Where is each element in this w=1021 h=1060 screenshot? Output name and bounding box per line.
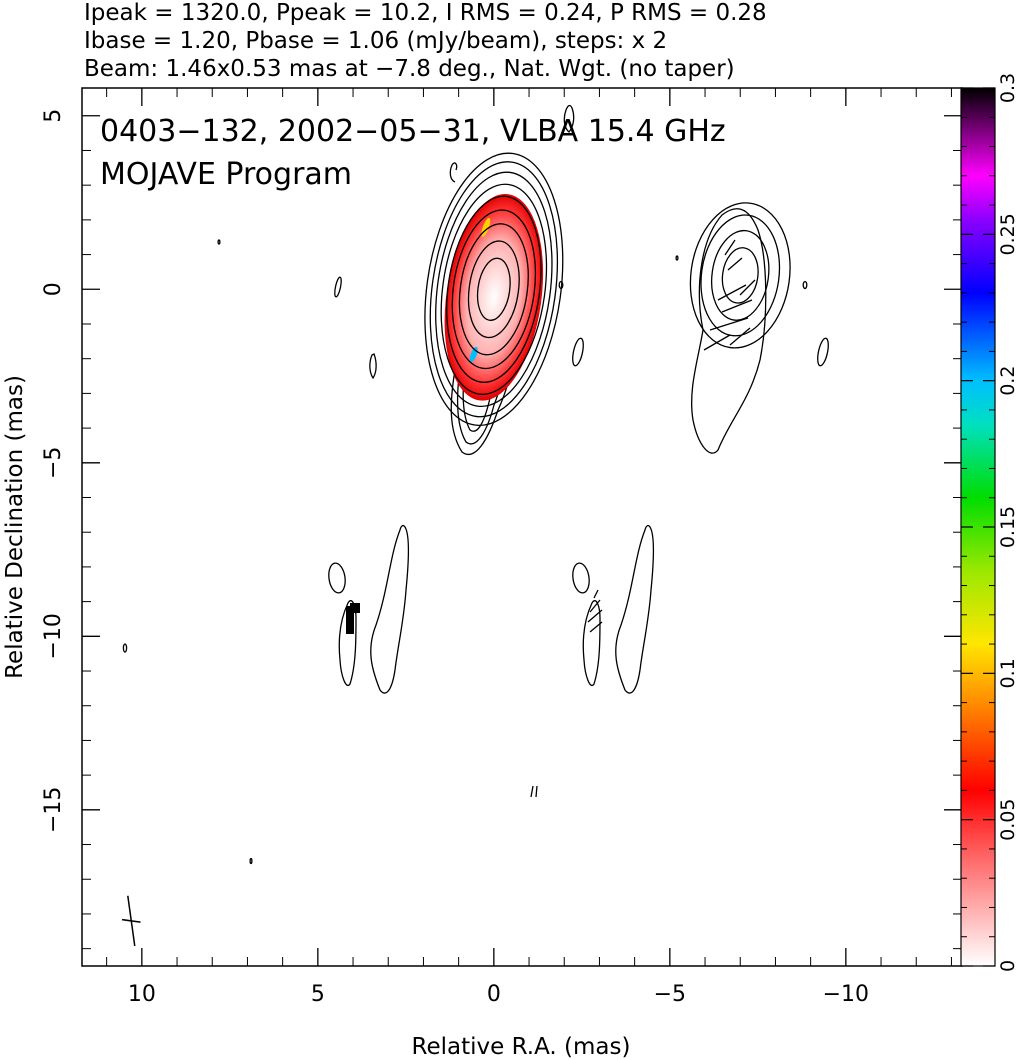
lower-right-blob [572, 562, 590, 594]
cb-tick-label: 0.15 [997, 506, 1019, 548]
beam-minor-axis [121, 918, 141, 923]
core-contour-level [435, 171, 553, 408]
blob-right-2 [817, 337, 829, 367]
lower-right-pol-vectors [587, 589, 603, 633]
pol-contour-level [721, 247, 759, 304]
program-label: MOJAVE Program [100, 157, 352, 192]
y-axis: 5 0 −5 −10 −15 [41, 109, 962, 950]
artifact-curl [449, 162, 458, 183]
pol-fill-core [444, 194, 544, 401]
artifact-top [563, 104, 575, 133]
pol-contour-level [689, 202, 791, 349]
blob-right-1 [802, 280, 808, 290]
lower-left-blob [328, 562, 346, 594]
beam-marker [121, 895, 141, 947]
x-axis: 10 5 0 −5 −10 [106, 88, 952, 1007]
core-contours [424, 152, 564, 426]
blob-bottom [530, 785, 538, 798]
dot-4 [249, 857, 253, 865]
pol-contour-level [711, 229, 770, 321]
header-line-3: Beam: 1.46x0.53 mas at −7.8 deg., Nat. W… [84, 56, 735, 82]
core-contour-level [446, 195, 542, 383]
dot-3 [122, 643, 128, 653]
x-tick-label: 0 [487, 982, 501, 1007]
cb-tick-label: 0.3 [997, 73, 1019, 103]
blob-left-2 [369, 353, 377, 380]
pol-outer-contour [690, 208, 767, 454]
cb-tick-label: 0.05 [997, 799, 1019, 841]
core-contour-level [467, 240, 520, 339]
source-label: 0403−132, 2002−05−31, VLBA 15.4 GHz [100, 114, 726, 149]
cb-tick-label: 0 [997, 960, 1019, 972]
pol-contour-level [700, 214, 781, 337]
pol-fill-small-top [350, 603, 360, 613]
x-tick-label: −5 [654, 982, 686, 1007]
pol-fill-small [346, 606, 354, 634]
y-tick-label: −15 [41, 787, 66, 833]
x-tick-label: −10 [823, 982, 869, 1007]
core-contour-level [476, 257, 511, 321]
colorbar-axis: 0 0.05 0.1 0.15 0.2 0.25 0.3 [961, 73, 1019, 972]
y-tick-label: 5 [41, 109, 66, 123]
core-contour-level [424, 152, 564, 426]
cb-tick-label: 0.1 [997, 658, 1019, 688]
x-tick-label: 5 [311, 982, 325, 1007]
x-axis-label: Relative R.A. (mas) [412, 1034, 631, 1060]
blob-left-1 [334, 276, 342, 298]
header-line-1: Ipeak = 1320.0, Ppeak = 10.2, I RMS = 0.… [84, 0, 767, 26]
cb-tick-label: 0.2 [997, 366, 1019, 396]
core-contour-level [429, 161, 559, 418]
blob-mid-2 [572, 337, 584, 367]
lower-right-jet-b [615, 524, 655, 694]
dot-1 [217, 239, 221, 245]
pol-core-contours [689, 202, 791, 349]
cb-tick-label: 0.25 [997, 213, 1019, 255]
header-line-2: Ibase = 1.20, Pbase = 1.06 (mJy/beam), s… [84, 28, 667, 54]
y-tick-label: −5 [41, 447, 66, 479]
y-axis-label: Relative Declination (mas) [2, 375, 28, 679]
core-contour-level [458, 223, 529, 356]
y-tick-label: 0 [41, 282, 66, 296]
core-contour-level [440, 183, 548, 395]
x-tick-label: 10 [128, 982, 156, 1007]
lower-right-jet-a [582, 600, 601, 686]
core-contour-level [451, 209, 537, 370]
dot-2 [675, 255, 679, 261]
y-tick-label: −10 [41, 613, 66, 659]
lower-left-jet-b [370, 524, 410, 694]
